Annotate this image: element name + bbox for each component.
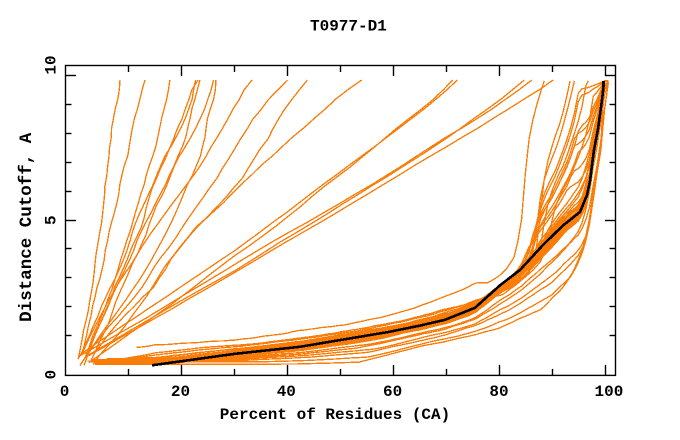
svg-text:Percent of Residues (CA): Percent of Residues (CA): [220, 406, 450, 424]
svg-text:T0977-D1: T0977-D1: [310, 17, 387, 35]
svg-text:100: 100: [594, 383, 623, 401]
svg-text:Distance Cutoff, A: Distance Cutoff, A: [17, 132, 37, 322]
svg-text:80: 80: [489, 383, 508, 401]
svg-text:0: 0: [43, 370, 61, 380]
svg-text:10: 10: [43, 55, 61, 74]
svg-text:40: 40: [277, 383, 296, 401]
svg-text:5: 5: [43, 215, 61, 225]
svg-text:0: 0: [60, 383, 70, 401]
svg-text:20: 20: [171, 383, 190, 401]
svg-text:60: 60: [383, 383, 402, 401]
